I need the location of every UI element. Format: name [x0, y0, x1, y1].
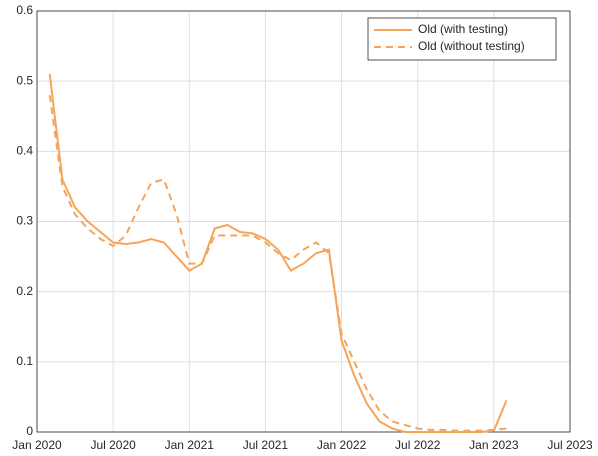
x-tick-label: Jul 2023: [547, 438, 593, 452]
y-tick-label: 0.4: [16, 144, 33, 158]
legend-label: Old (without testing): [418, 39, 525, 53]
x-tick-label: Jul 2022: [395, 438, 441, 452]
x-tick-label: Jan 2021: [165, 438, 215, 452]
y-tick-label: 0.5: [16, 73, 33, 87]
y-tick-label: 0.1: [16, 354, 33, 368]
y-tick-label: 0.3: [16, 214, 33, 228]
line-series: [48, 95, 507, 432]
y-tick-label: 0: [26, 424, 33, 438]
x-tick-label: Jul 2021: [243, 438, 289, 452]
x-tick-label: Jan 2023: [469, 438, 519, 452]
legend-box: [367, 17, 557, 61]
y-tick-label: 0.2: [16, 284, 33, 298]
x-tick-label: Jan 2022: [317, 438, 367, 452]
legend-label: Old (with testing): [418, 22, 508, 36]
x-tick-label: Jan 2020: [12, 438, 62, 452]
y-tick-label: 0.6: [16, 3, 33, 17]
line-series: [48, 73, 508, 433]
plot-frame: [36, 10, 571, 433]
x-tick-label: Jul 2020: [90, 438, 136, 452]
